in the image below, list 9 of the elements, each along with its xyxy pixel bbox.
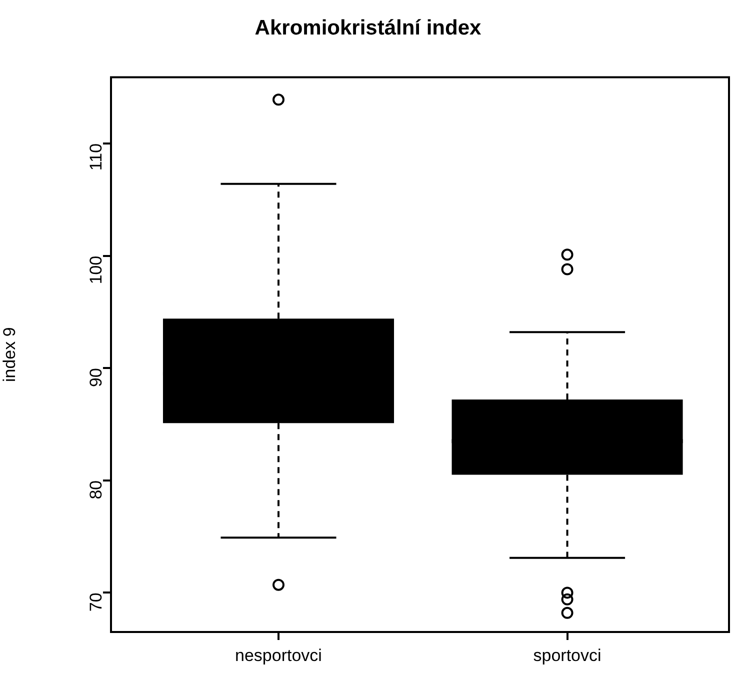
chart-title: Akromiokristální index <box>254 16 482 40</box>
x-tick-label: nesportovci <box>235 646 322 665</box>
y-tick-label: 100 <box>86 256 106 284</box>
y-tick-label: 110 <box>86 143 106 171</box>
y-tick-label: 90 <box>86 368 106 387</box>
y-tick-label: 70 <box>86 592 106 612</box>
x-tick-label: sportovci <box>533 646 602 665</box>
y-tick-label: 80 <box>86 480 106 500</box>
y-axis-title: index 9 <box>0 327 19 382</box>
